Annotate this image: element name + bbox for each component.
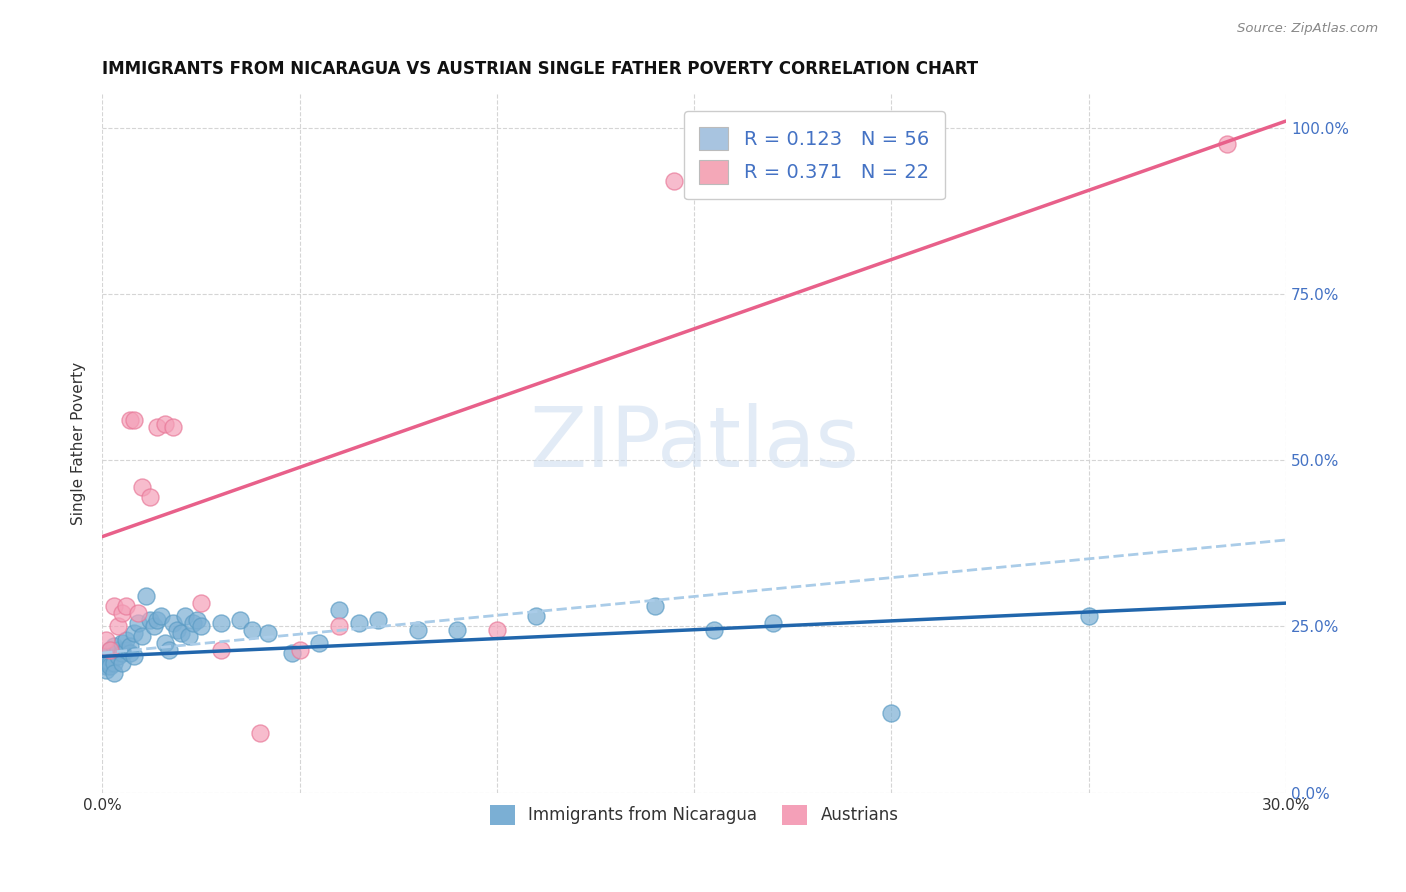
Point bbox=[96, 632, 118, 647]
Point bbox=[150, 609, 173, 624]
Point bbox=[122, 626, 145, 640]
Point bbox=[107, 619, 129, 633]
Point bbox=[155, 417, 177, 431]
Point bbox=[347, 616, 370, 631]
Point bbox=[177, 629, 200, 643]
Point bbox=[127, 606, 149, 620]
Point bbox=[115, 642, 138, 657]
Point bbox=[118, 640, 141, 654]
Point bbox=[142, 619, 165, 633]
Point bbox=[96, 649, 118, 664]
Point bbox=[98, 659, 121, 673]
Point bbox=[111, 636, 134, 650]
Point bbox=[524, 609, 547, 624]
Point bbox=[115, 599, 138, 614]
Point bbox=[209, 642, 232, 657]
Point bbox=[240, 623, 263, 637]
Point bbox=[280, 646, 302, 660]
Point bbox=[127, 616, 149, 631]
Point bbox=[664, 174, 686, 188]
Point bbox=[103, 599, 125, 614]
Point bbox=[644, 599, 666, 614]
Point bbox=[406, 623, 429, 637]
Point bbox=[111, 656, 134, 670]
Point bbox=[146, 613, 169, 627]
Point bbox=[1216, 137, 1239, 152]
Point bbox=[111, 646, 134, 660]
Point bbox=[328, 619, 350, 633]
Point bbox=[98, 642, 121, 657]
Point bbox=[162, 616, 184, 631]
Point bbox=[107, 642, 129, 657]
Point bbox=[308, 636, 330, 650]
Point bbox=[249, 726, 271, 740]
Point bbox=[98, 656, 121, 670]
Point bbox=[162, 420, 184, 434]
Point bbox=[138, 490, 160, 504]
Text: ZIPatlas: ZIPatlas bbox=[529, 403, 859, 484]
Point bbox=[157, 642, 180, 657]
Point bbox=[96, 663, 118, 677]
Point bbox=[146, 420, 169, 434]
Point bbox=[98, 642, 121, 657]
Point bbox=[138, 613, 160, 627]
Point bbox=[111, 606, 134, 620]
Point bbox=[186, 613, 208, 627]
Point bbox=[1077, 609, 1099, 624]
Point bbox=[115, 632, 138, 647]
Point bbox=[174, 609, 197, 624]
Point bbox=[118, 646, 141, 660]
Point bbox=[155, 636, 177, 650]
Text: Source: ZipAtlas.com: Source: ZipAtlas.com bbox=[1237, 22, 1378, 36]
Point bbox=[485, 623, 508, 637]
Point bbox=[96, 656, 118, 670]
Point bbox=[135, 590, 157, 604]
Point bbox=[367, 613, 389, 627]
Point bbox=[880, 706, 903, 720]
Point bbox=[209, 616, 232, 631]
Point bbox=[166, 623, 188, 637]
Text: IMMIGRANTS FROM NICARAGUA VS AUSTRIAN SINGLE FATHER POVERTY CORRELATION CHART: IMMIGRANTS FROM NICARAGUA VS AUSTRIAN SI… bbox=[103, 60, 979, 78]
Point bbox=[170, 626, 193, 640]
Point bbox=[762, 616, 785, 631]
Point bbox=[446, 623, 468, 637]
Point bbox=[288, 642, 311, 657]
Point bbox=[229, 613, 252, 627]
Point bbox=[703, 623, 725, 637]
Point bbox=[328, 603, 350, 617]
Point bbox=[131, 480, 153, 494]
Point bbox=[131, 629, 153, 643]
Point bbox=[118, 413, 141, 427]
Point bbox=[190, 619, 212, 633]
Point bbox=[122, 413, 145, 427]
Point bbox=[122, 649, 145, 664]
Point bbox=[190, 596, 212, 610]
Point bbox=[96, 659, 118, 673]
Point bbox=[96, 653, 118, 667]
Point bbox=[103, 640, 125, 654]
Y-axis label: Single Father Poverty: Single Father Poverty bbox=[72, 362, 86, 525]
Legend: Immigrants from Nicaragua, Austrians: Immigrants from Nicaragua, Austrians bbox=[481, 797, 907, 833]
Point bbox=[181, 616, 204, 631]
Point bbox=[103, 665, 125, 680]
Point bbox=[103, 656, 125, 670]
Point bbox=[257, 626, 280, 640]
Point bbox=[107, 649, 129, 664]
